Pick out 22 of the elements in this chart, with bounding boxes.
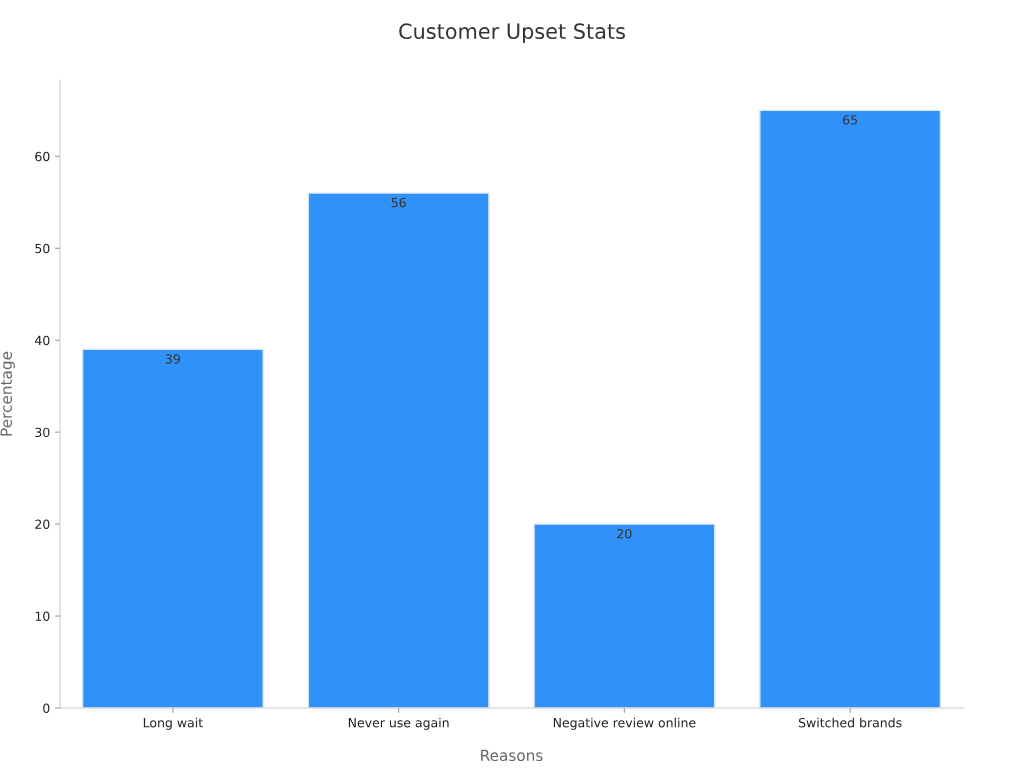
data-label: 65: [843, 115, 857, 125]
x-tick-label: Switched brands: [798, 717, 902, 728]
x-tick-label: Never use again: [348, 717, 449, 730]
y-tick-label: 30: [35, 427, 50, 438]
data-label: 56: [391, 197, 406, 208]
chart-title: Customer Upset Stats: [399, 23, 625, 44]
y-tick-label: 40: [34, 335, 50, 346]
bar: [81, 348, 264, 708]
x-axis-title: Reasons: [481, 749, 543, 762]
y-axis-title: Percentage: [0, 351, 15, 436]
data-label: 20: [617, 528, 632, 539]
y-tick-label: 60: [35, 151, 50, 162]
x-tick-label: Negative review online: [553, 717, 696, 730]
y-tick-label: 50: [35, 243, 50, 254]
bar: [533, 523, 716, 708]
bar: [759, 109, 942, 708]
y-tick-label: 10: [35, 611, 50, 621]
y-tick-label: 20: [35, 519, 50, 530]
x-tick-label: Long wait: [143, 717, 203, 730]
data-label: 39: [165, 354, 180, 364]
y-tick-label: 0: [43, 703, 50, 713]
bar: [307, 192, 490, 708]
